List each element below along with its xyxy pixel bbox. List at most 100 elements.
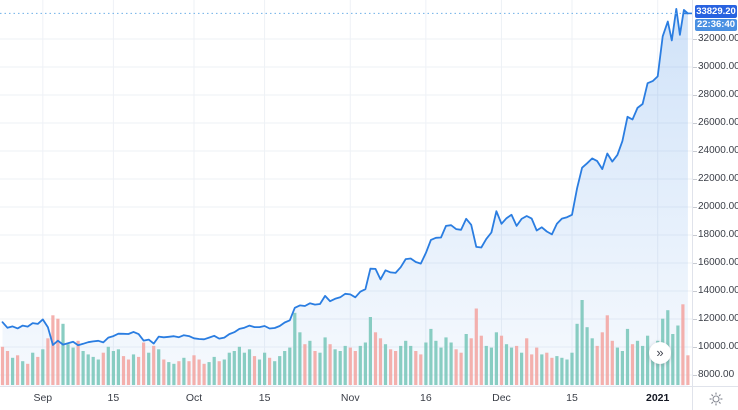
volume-bar bbox=[111, 351, 115, 385]
time-axis-label: Nov bbox=[340, 392, 360, 404]
volume-bar bbox=[5, 351, 10, 385]
volume-bar bbox=[419, 354, 423, 385]
volume-bar bbox=[353, 351, 357, 385]
price-line bbox=[1, 8, 689, 347]
price-axis-tick bbox=[693, 123, 697, 124]
volume-bar bbox=[222, 359, 226, 385]
volume-bar bbox=[469, 338, 473, 386]
price-axis-label: 24000.00 bbox=[698, 145, 738, 156]
volume-bar bbox=[273, 361, 277, 385]
scroll-to-realtime-button[interactable]: » bbox=[649, 342, 671, 364]
chart-canvas[interactable] bbox=[0, 0, 692, 386]
time-axis-label: Oct bbox=[185, 392, 203, 404]
volume-bar bbox=[641, 345, 645, 385]
volume-bar bbox=[21, 361, 25, 385]
price-axis-label: 30000.00 bbox=[698, 61, 738, 72]
volume-bar bbox=[121, 356, 126, 385]
volume-bar bbox=[615, 347, 619, 385]
volume-bar bbox=[363, 342, 367, 385]
volume-bar bbox=[116, 349, 120, 385]
volume-bar bbox=[484, 345, 488, 385]
volume-bar bbox=[126, 359, 131, 385]
volume-bar bbox=[409, 345, 413, 385]
volume-bar bbox=[404, 340, 408, 385]
price-axis-label: 16000.00 bbox=[698, 256, 738, 268]
volume-bar bbox=[313, 351, 317, 385]
volume-bar bbox=[187, 361, 191, 385]
volume-bar bbox=[328, 344, 332, 385]
price-axis-label: 14000.00 bbox=[698, 284, 738, 296]
volume-bar bbox=[247, 349, 252, 385]
price-axis-label: 10000.00 bbox=[698, 340, 738, 352]
volume-bar bbox=[368, 317, 372, 385]
volume-bar bbox=[41, 349, 45, 385]
volume-bar bbox=[580, 300, 584, 385]
price-axis-tick bbox=[693, 374, 697, 376]
volume-bar bbox=[293, 312, 297, 386]
price-axis-tick bbox=[693, 95, 697, 96]
price-axis-tick bbox=[693, 179, 697, 180]
volume-bar bbox=[575, 323, 579, 385]
volume-bar bbox=[610, 340, 614, 385]
volume-bar bbox=[479, 335, 483, 385]
volume-bar bbox=[323, 337, 327, 385]
volume-bar bbox=[560, 357, 564, 385]
price-axis-label: 32000.00 bbox=[698, 33, 738, 44]
volume-bar bbox=[570, 352, 574, 385]
volume-bar bbox=[257, 359, 262, 385]
volume-bar bbox=[515, 345, 519, 385]
volume-bar bbox=[550, 357, 554, 385]
price-axis-tick bbox=[693, 290, 697, 292]
price-axis-tick bbox=[693, 151, 697, 152]
volume-bar bbox=[71, 347, 75, 385]
volume-bar bbox=[157, 349, 161, 385]
time-axis-label: Dec bbox=[492, 392, 511, 404]
volume-bar bbox=[358, 345, 362, 385]
axis-settings-button[interactable] bbox=[709, 392, 723, 406]
time-axis[interactable]: Sep 15 Oct 15 Nov 16 Dec 15 2021 bbox=[0, 386, 692, 410]
volume-bar bbox=[585, 327, 589, 385]
volume-bar bbox=[635, 340, 640, 385]
gear-icon bbox=[709, 392, 722, 405]
volume-bar bbox=[424, 342, 428, 385]
volume-bar bbox=[172, 363, 176, 386]
volume-bar bbox=[625, 328, 630, 385]
countdown-badge: 22:36:40 bbox=[695, 18, 737, 31]
price-axis-tick bbox=[693, 262, 697, 264]
volume-bar bbox=[308, 340, 312, 385]
last-price-badge: 33829.20 bbox=[695, 4, 737, 18]
volume-bar bbox=[217, 361, 221, 385]
volume-bar bbox=[56, 318, 60, 385]
volume-bar bbox=[535, 347, 539, 385]
price-axis-label: 22000.00 bbox=[698, 173, 738, 184]
volume-bar bbox=[509, 347, 514, 385]
price-axis-tick bbox=[693, 39, 697, 40]
volume-bar bbox=[630, 344, 635, 385]
volume-bar bbox=[167, 362, 171, 386]
price-axis-label: 28000.00 bbox=[698, 89, 738, 100]
volume-bar bbox=[237, 346, 241, 386]
volume-bar bbox=[439, 347, 443, 385]
volume-bar bbox=[131, 354, 136, 385]
volume-bar bbox=[66, 344, 70, 385]
volume-bar bbox=[283, 351, 287, 385]
price-axis-label: 12000.00 bbox=[698, 312, 738, 324]
price-axis-label: 8000.00 bbox=[698, 368, 735, 380]
volume-bar bbox=[383, 344, 388, 385]
volume-bar bbox=[394, 351, 398, 385]
volume-bar bbox=[338, 351, 342, 385]
volume-bar bbox=[600, 332, 604, 385]
volume-bar bbox=[177, 361, 181, 385]
volume-bar bbox=[686, 355, 690, 385]
volume-bar bbox=[227, 352, 231, 385]
volume-bar bbox=[263, 352, 267, 385]
volume-bar bbox=[676, 325, 680, 385]
volume-bar bbox=[348, 347, 352, 385]
volume-bar bbox=[91, 356, 95, 385]
volume-bar bbox=[620, 351, 624, 385]
price-axis-tick bbox=[693, 234, 697, 236]
volume-bar bbox=[212, 356, 216, 385]
price-axis[interactable]: 33829.20 22:36:40 32000.00 30000.00 28000.… bbox=[692, 0, 738, 386]
volume-bar bbox=[464, 334, 468, 385]
